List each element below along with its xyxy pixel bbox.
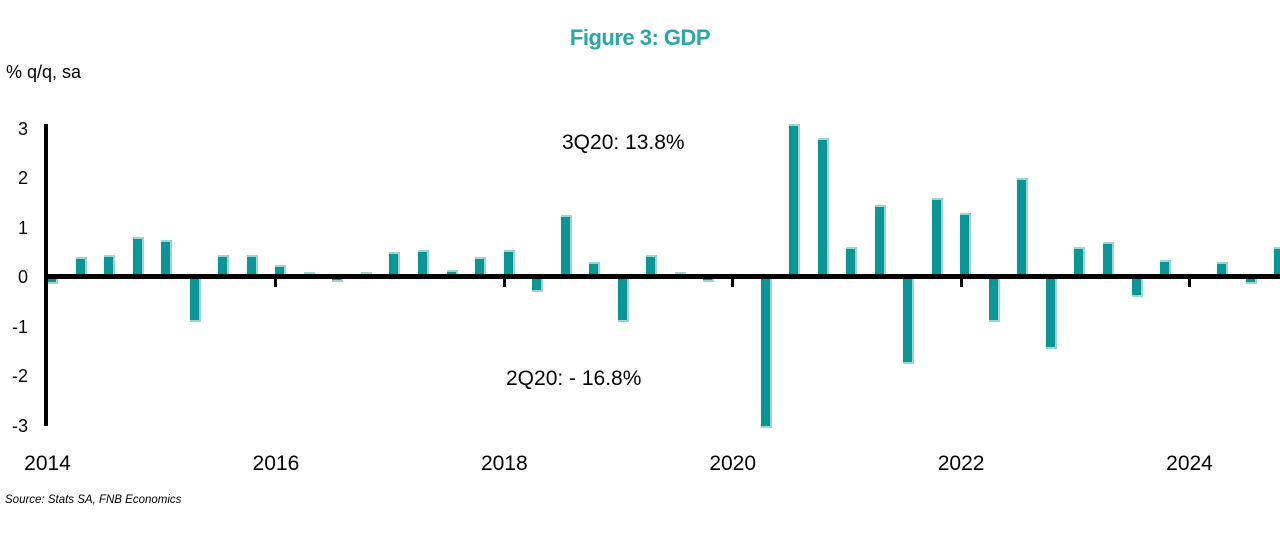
bar-2016Q1 (275, 264, 287, 277)
bar-2014Q4 (132, 237, 144, 277)
y-tick-label--3: -3 (11, 415, 28, 436)
bar-2021Q2 (874, 205, 886, 277)
x-tick-label-2014: 2014 (24, 452, 71, 475)
bar-2022Q3 (1017, 178, 1029, 277)
bar-2020Q2 (760, 277, 772, 429)
bar-2018Q4 (589, 262, 601, 277)
x-axis-line (44, 274, 1280, 279)
bar-2020Q4 (817, 138, 829, 277)
bar-2022Q2 (988, 277, 1000, 322)
bar-2024Q2 (1217, 262, 1229, 277)
annotation-peak-3q20: 3Q20: 13.8% (562, 131, 685, 154)
y-tick-label--2: -2 (11, 366, 28, 386)
x-tick-2016 (274, 277, 278, 287)
x-tick-2022 (959, 277, 963, 287)
bar-2021Q3 (903, 277, 915, 364)
x-tick-label-2024: 2024 (1166, 452, 1213, 475)
bar-2015Q1 (161, 239, 173, 277)
x-tick-label-2020: 2020 (709, 452, 757, 475)
bar-2019Q4 (703, 277, 715, 282)
annotation-trough-2q20: 2Q20: - 16.8% (506, 367, 642, 390)
x-tick-2024 (1188, 277, 1191, 287)
bar-2018Q1 (503, 249, 515, 277)
y-axis-unit-label: % q/q, sa (6, 62, 82, 82)
bar-2019Q1 (617, 277, 629, 322)
y-tick-label-0: 0 (17, 267, 28, 287)
chart-title: Figure 3: GDP (569, 25, 711, 50)
bar-2022Q1 (960, 212, 972, 277)
bar-2018Q3 (560, 215, 572, 277)
bar-2016Q3 (332, 277, 344, 282)
y-tick-label-2: 2 (17, 168, 28, 188)
bar-2023Q4 (1160, 259, 1172, 277)
bar-2024Q4 (1274, 247, 1280, 277)
bar-2023Q3 (1131, 277, 1143, 297)
bar-2023Q1 (1074, 247, 1086, 277)
bar-2018Q2 (532, 277, 544, 292)
bar-2024Q3 (1245, 277, 1257, 285)
bar-2020Q3 (789, 123, 801, 277)
bar-2019Q2 (646, 254, 658, 277)
y-tick-label--1: -1 (11, 316, 28, 337)
bar-2017Q4 (475, 257, 487, 277)
x-tick-label-2018: 2018 (480, 452, 528, 475)
bar-2015Q3 (218, 254, 230, 277)
bar-2014Q1 (47, 277, 58, 285)
bar-2021Q4 (931, 197, 943, 277)
bar-2014Q2 (75, 257, 87, 277)
bar-2017Q3 (446, 269, 458, 277)
x-tick-label-2016: 2016 (252, 452, 300, 475)
bar-2015Q2 (189, 277, 201, 322)
bar-2017Q2 (418, 249, 430, 277)
x-tick-2018 (502, 277, 506, 287)
y-tick-label-3: 3 (17, 118, 28, 139)
y-tick-label-1: 1 (17, 217, 28, 238)
x-tick-2020 (731, 277, 735, 287)
x-tick-label-2022: 2022 (937, 452, 985, 475)
bar-2022Q4 (1045, 277, 1057, 349)
bar-2014Q3 (104, 254, 116, 277)
bar-2015Q4 (246, 254, 258, 277)
source-note: Source: Stats SA, FNB Economics (5, 494, 182, 506)
bar-2017Q1 (389, 252, 401, 277)
bar-2021Q1 (846, 247, 858, 277)
bar-2023Q2 (1102, 242, 1114, 277)
